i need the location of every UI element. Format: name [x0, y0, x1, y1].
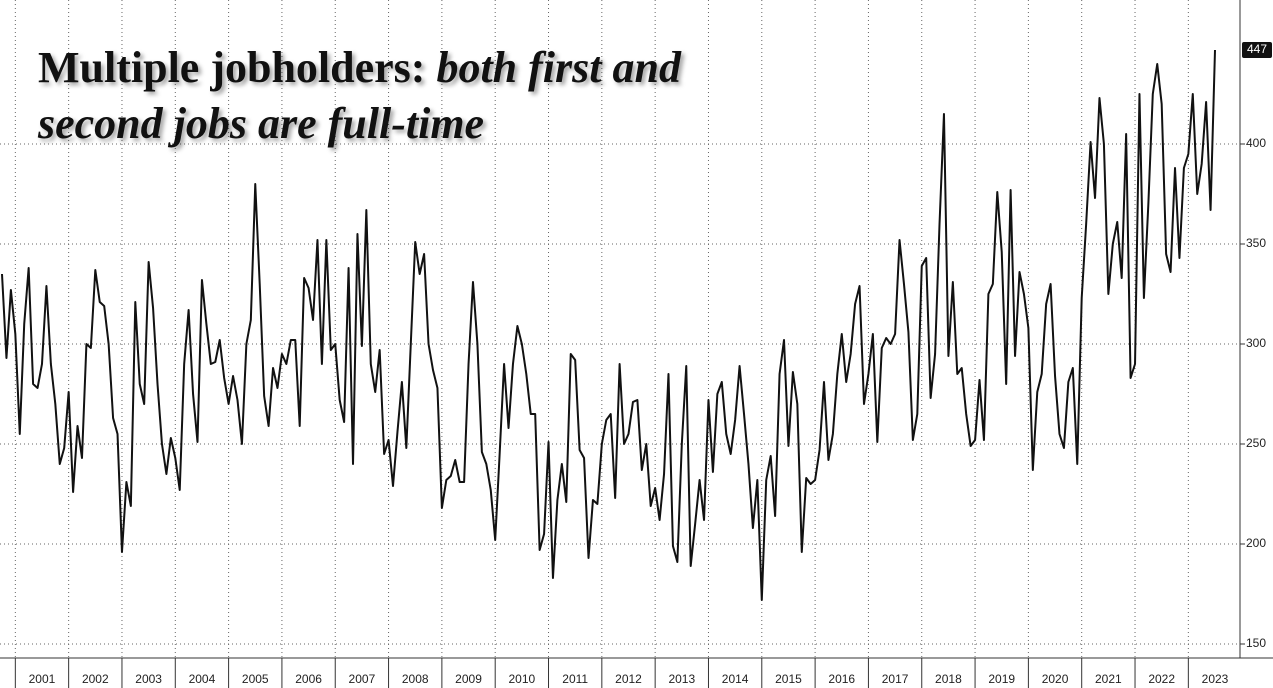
x-tick-label: 2023 — [1202, 672, 1229, 686]
x-tick-label: 2017 — [882, 672, 909, 686]
last-value-label: 447 — [1247, 42, 1267, 56]
x-tick-label: 2006 — [295, 672, 322, 686]
x-tick-label: 2007 — [349, 672, 376, 686]
x-tick-label: 2009 — [455, 672, 482, 686]
x-tick-label: 2004 — [189, 672, 216, 686]
x-tick-label: 2005 — [242, 672, 269, 686]
x-tick-label: 2015 — [775, 672, 802, 686]
y-tick-label: 400 — [1246, 136, 1266, 150]
last-value-box — [1242, 42, 1272, 58]
y-tick-label: 250 — [1246, 436, 1266, 450]
y-tick-label: 150 — [1246, 636, 1266, 650]
x-tick-label: 2014 — [722, 672, 749, 686]
x-tick-label: 2003 — [135, 672, 162, 686]
x-tick-label: 2019 — [988, 672, 1015, 686]
x-tick-label: 2022 — [1148, 672, 1175, 686]
x-tick-label: 2013 — [668, 672, 695, 686]
title-plain: Multiple jobholders: — [38, 43, 426, 92]
x-tick-label: 2008 — [402, 672, 429, 686]
title-italic: both first and second jobs are full-time — [38, 43, 681, 148]
x-tick-label: 2021 — [1095, 672, 1122, 686]
x-tick-label: 2012 — [615, 672, 642, 686]
chart-title: Multiple jobholders: both first and seco… — [38, 40, 738, 152]
x-tick-label: 2020 — [1042, 672, 1069, 686]
x-tick-label: 2016 — [828, 672, 855, 686]
x-tick-label: 2011 — [562, 672, 588, 686]
x-tick-label: 2001 — [29, 672, 56, 686]
y-tick-label: 300 — [1246, 336, 1266, 350]
x-tick-label: 2010 — [509, 672, 536, 686]
series-line — [1, 49, 1216, 601]
x-tick-label: 2002 — [82, 672, 109, 686]
y-tick-label: 200 — [1246, 536, 1266, 550]
y-tick-label: 350 — [1246, 236, 1266, 250]
x-tick-label: 2018 — [935, 672, 962, 686]
